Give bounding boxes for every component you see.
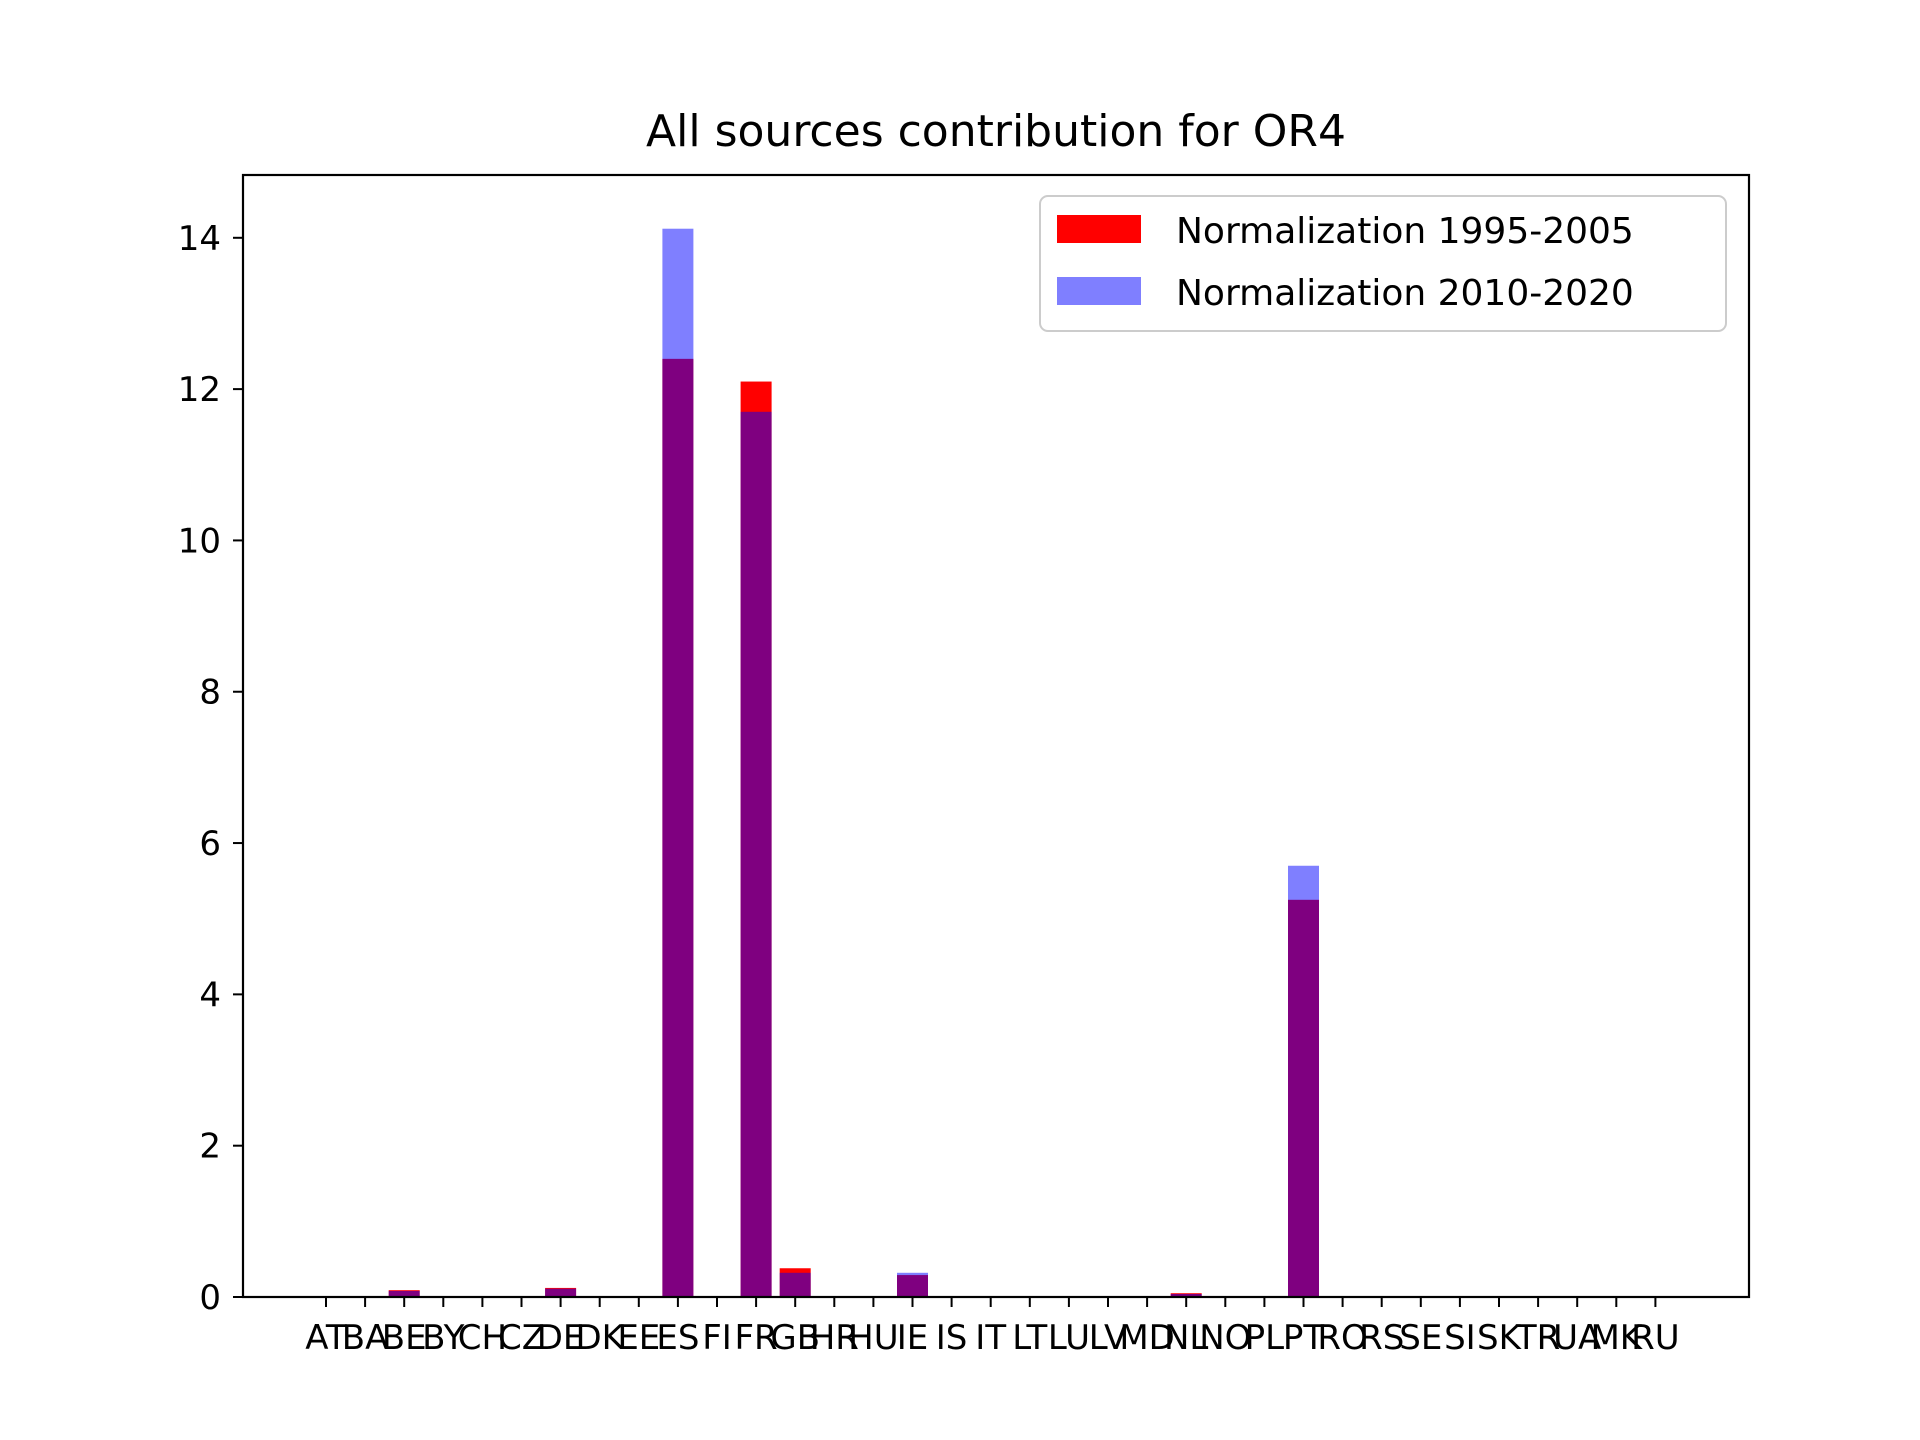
x-tick-label: SI (1444, 1318, 1476, 1358)
x-tick-label: DK (575, 1318, 625, 1358)
x-tick-label: NO (1199, 1318, 1251, 1358)
chart-title: All sources contribution for OR4 (646, 106, 1346, 157)
x-tick-label: IE (897, 1318, 929, 1358)
x-tick-label: IT (975, 1318, 1006, 1358)
y-tick-label: 2 (199, 1127, 221, 1167)
x-tick-label: UA (1553, 1318, 1601, 1358)
legend-label-normalization-2010-2020: Normalization 2010-2020 (1176, 273, 1634, 314)
legend-label-normalization-1995-2005: Normalization 1995-2005 (1176, 211, 1634, 252)
x-tick-label: AT (305, 1318, 347, 1358)
x-tick-label: SK (1477, 1318, 1523, 1358)
x-tick-label: LT (1012, 1318, 1047, 1358)
y-tick-label: 8 (199, 673, 221, 713)
bar-2010-2020-de (545, 1288, 577, 1297)
y-tick-label: 6 (199, 824, 221, 864)
x-tick-label: RU (1631, 1318, 1680, 1358)
plot-frame (241, 173, 1751, 1299)
x-tick-label: GB (770, 1318, 820, 1358)
x-tick-label: BE (382, 1318, 427, 1358)
bar-2010-2020-nl (1170, 1293, 1202, 1297)
x-tick-label: SE (1399, 1318, 1442, 1358)
x-tick-label: MD (1119, 1318, 1175, 1358)
y-tick-label: 10 (178, 521, 221, 561)
x-tick-label: PL (1245, 1318, 1285, 1358)
x-tick-label: TR (1515, 1318, 1560, 1358)
x-tick-label: FR (735, 1318, 778, 1358)
x-tick-label: HR (810, 1318, 859, 1358)
x-tick-label: CZ (498, 1318, 545, 1358)
bar-2010-2020-ie (897, 1272, 928, 1297)
x-tick-label: DE (537, 1318, 585, 1358)
x-tick-label: MK (1590, 1318, 1643, 1358)
x-tick-label: IS (936, 1318, 968, 1358)
y-axis-ticks: 0 2 4 6 8 10 12 14 (178, 219, 243, 1318)
bar-2010-2020-fr (740, 411, 772, 1297)
x-tick-label: BY (422, 1318, 464, 1358)
x-tick-label: RO (1317, 1318, 1367, 1358)
y-tick-label: 0 (199, 1278, 221, 1318)
bars-layer (388, 228, 1319, 1298)
x-tick-label: EE (617, 1318, 660, 1358)
x-tick-label: LU (1048, 1318, 1090, 1358)
y-tick-label: 4 (199, 975, 221, 1015)
x-tick-label: NL (1164, 1318, 1208, 1358)
x-tick-label: FI (702, 1318, 732, 1358)
bar-2010-2020-gb (779, 1272, 811, 1297)
bar-2010-2020-es (662, 228, 694, 1297)
x-tick-label: HU (848, 1318, 898, 1358)
y-tick-label: 12 (178, 370, 221, 410)
bar-2010-2020-pt (1288, 865, 1319, 1297)
x-tick-label: BA (342, 1318, 389, 1358)
legend: Normalization 1995-2005 Normalization 20… (1039, 195, 1727, 332)
legend-swatch-normalization-2010-2020 (1057, 277, 1141, 305)
x-tick-label: ES (656, 1318, 699, 1358)
x-tick-label: CH (458, 1318, 507, 1358)
bar-2010-2020-be (388, 1290, 420, 1297)
x-tick-label: RS (1359, 1318, 1404, 1358)
x-tick-label: LV (1089, 1318, 1127, 1358)
y-tick-label: 14 (178, 219, 221, 259)
legend-swatch-normalization-1995-2005 (1057, 215, 1141, 243)
legend-box (1039, 195, 1727, 332)
x-tick-label: PT (1283, 1318, 1325, 1358)
